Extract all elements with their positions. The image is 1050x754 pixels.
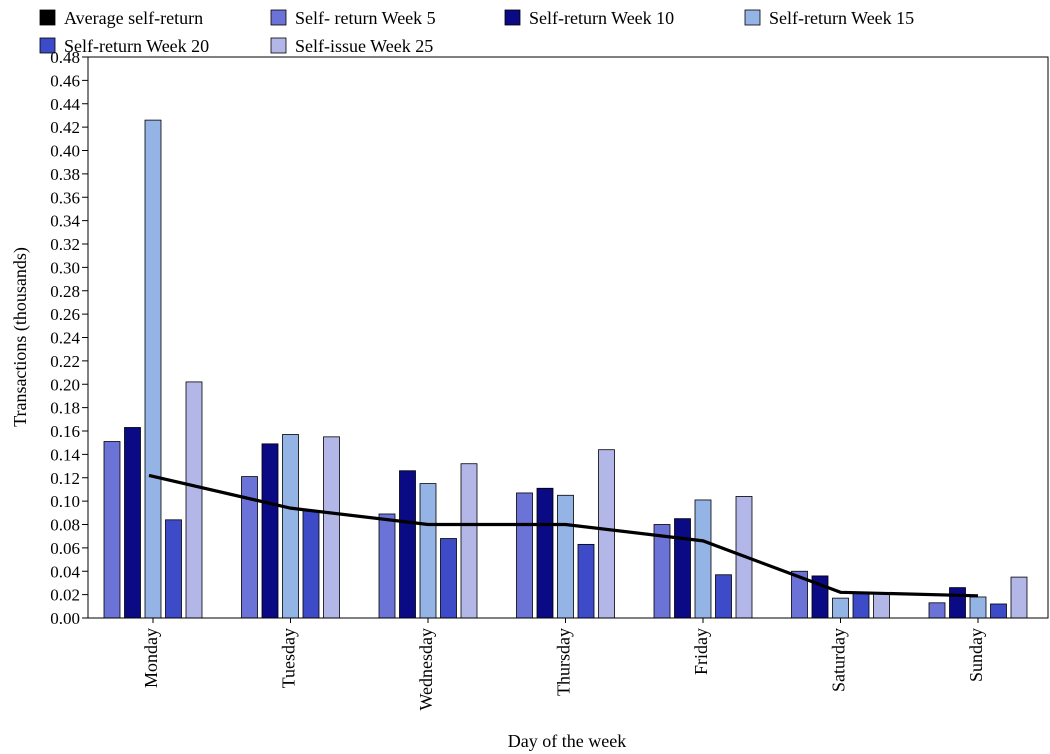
y-tick-label: 0.02 (50, 586, 80, 605)
y-axis-label: Transactions (thousands) (10, 247, 31, 427)
y-tick-label: 0.08 (50, 516, 80, 535)
bar-week-3-thursday (557, 494, 574, 619)
bar-week-5-monday (185, 381, 203, 619)
bar-week-3-wednesday (419, 483, 437, 619)
legend-label: Self-issue Week 25 (295, 36, 433, 56)
y-tick-label: 0.34 (50, 212, 80, 231)
bar-week-5-saturday (873, 593, 890, 619)
x-tick-label-monday: Monday (141, 628, 161, 688)
legend-swatch (270, 9, 287, 26)
bar-week-4-saturday (852, 593, 870, 619)
x-tick-label-thursday: Thursday (554, 628, 574, 696)
y-tick-label: 0.48 (50, 48, 80, 67)
bar-week-4-tuesday (302, 510, 320, 619)
y-axis: 0.00 0.02 0.04 0.06 0.08 0.10 0.12 0.14 0.16 0.18… (50, 48, 88, 628)
bar-week-2-wednesday (399, 470, 416, 619)
bar-week-2-friday (674, 518, 691, 619)
x-axis: Monday Tuesday Wednesday Thursday Friday Satu… (141, 618, 986, 711)
legend-label: Self-return Week 10 (529, 8, 674, 28)
bar-week-5-thursday (598, 449, 615, 619)
bars (103, 119, 1028, 619)
legend-label: Self-return Week 15 (769, 8, 914, 28)
y-tick-label: 0.26 (50, 305, 80, 324)
bar-week-2-thursday (536, 487, 554, 619)
y-tick-label: 0.32 (50, 235, 80, 254)
y-tick-label: 0.14 (50, 445, 80, 464)
y-tick-label: 0.38 (50, 165, 80, 184)
x-tick-label-saturday: Saturday (829, 628, 849, 692)
legend-swatch (39, 9, 56, 26)
average-line (148, 473, 979, 598)
y-tick-label: 0.12 (50, 469, 80, 488)
y-tick-label: 0.40 (50, 142, 80, 161)
bar-week-4-monday (165, 519, 182, 619)
bar-week-2-sunday (949, 587, 966, 619)
legend-swatch (744, 9, 761, 26)
y-tick-label: 0.44 (50, 95, 80, 114)
y-tick-label: 0.06 (50, 539, 80, 558)
bar-week-5-tuesday (323, 436, 340, 619)
y-tick-label: 0.46 (50, 71, 80, 90)
plot-frame (87, 56, 1049, 619)
bar-week-3-saturday (832, 597, 849, 619)
legend-label: Self- return Week 5 (295, 8, 436, 28)
y-tick-label: 0.10 (50, 492, 80, 511)
bar-week-1-friday (653, 524, 671, 619)
legend-swatch (39, 37, 56, 54)
legend-label: Average self-return (64, 8, 203, 28)
bar-week-1-monday (103, 441, 121, 619)
bar-week-3-friday (694, 499, 712, 619)
y-tick-label: 0.36 (50, 188, 80, 207)
bar-week-4-wednesday (440, 538, 457, 619)
y-tick-label: 0.00 (50, 609, 80, 628)
bar-week-4-friday (715, 574, 732, 619)
x-tick-label-sunday: Sunday (966, 628, 986, 682)
bar-week-3-monday (144, 119, 162, 619)
bar-week-2-tuesday (261, 443, 279, 619)
y-tick-label: 0.16 (50, 422, 80, 441)
bar-week-1-thursday (516, 492, 533, 619)
y-tick-label: 0.42 (50, 118, 80, 137)
y-tick-label: 0.24 (50, 329, 80, 348)
y-tick-label: 0.30 (50, 258, 80, 277)
y-tick-label: 0.22 (50, 352, 80, 371)
bar-week-2-monday (124, 427, 141, 619)
bar-week-4-sunday (990, 603, 1007, 619)
y-tick-label: 0.20 (50, 375, 80, 394)
bar-week-5-sunday (1010, 576, 1028, 619)
legend-label: Self-return Week 20 (64, 36, 209, 56)
legend-swatch (504, 9, 521, 26)
bar-week-3-sunday (969, 596, 987, 619)
bar-week-4-thursday (577, 543, 595, 619)
x-tick-label-tuesday: Tuesday (279, 628, 299, 688)
y-tick-label: 0.18 (50, 399, 80, 418)
bar-week-5-wednesday (460, 463, 478, 619)
x-tick-label-wednesday: Wednesday (416, 628, 436, 711)
bar-week-1-sunday (928, 602, 946, 619)
x-tick-label-friday: Friday (691, 628, 711, 675)
bar-week-3-tuesday (282, 434, 299, 619)
legend: Average self-return Self- return Week 5 Se… (39, 8, 914, 56)
bar-week-1-wednesday (378, 513, 396, 619)
x-axis-label: Day of the week (508, 731, 626, 751)
y-tick-label: 0.28 (50, 282, 80, 301)
y-tick-label: 0.04 (50, 562, 80, 581)
legend-swatch (270, 37, 287, 54)
